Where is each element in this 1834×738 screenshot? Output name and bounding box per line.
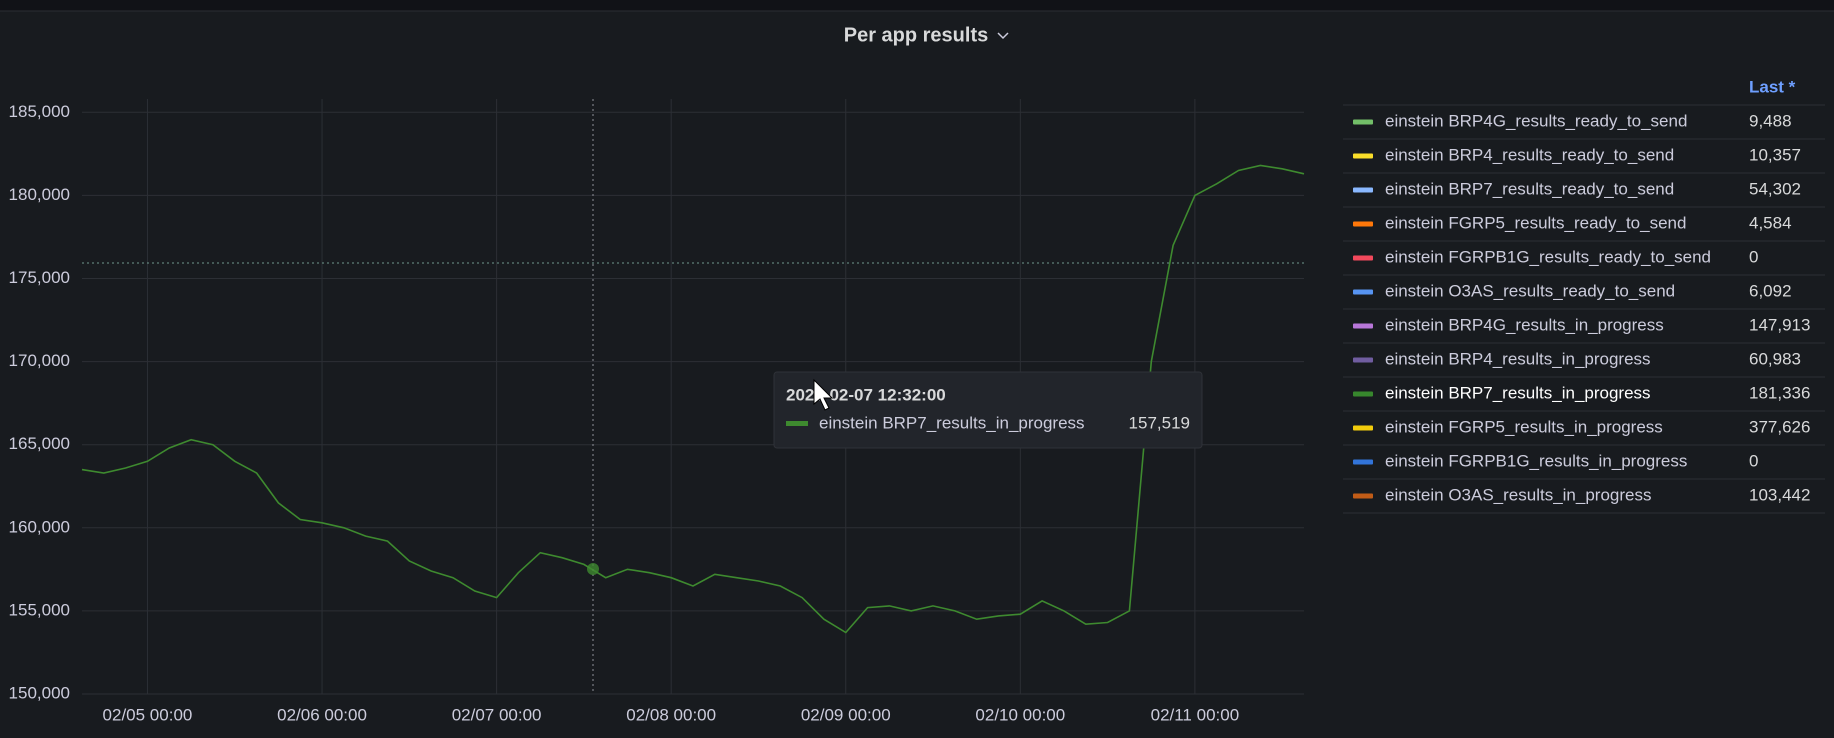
cursor — [813, 378, 834, 411]
legend-swatch — [1353, 289, 1373, 295]
legend-swatch — [1353, 119, 1373, 125]
x-tick-label: 02/06 00:00 — [277, 705, 367, 724]
legend-last: 181,336 — [1749, 383, 1810, 402]
x-tick-label: 02/09 00:00 — [801, 705, 891, 724]
tooltip-value: 157,519 — [1129, 413, 1190, 432]
legend-last: 54,302 — [1749, 179, 1801, 198]
legend-name[interactable]: einstein FGRPB1G_results_in_progress — [1385, 451, 1687, 470]
legend-name[interactable]: einstein FGRP5_results_ready_to_send — [1385, 213, 1686, 232]
legend-name[interactable]: einstein FGRPB1G_results_ready_to_send — [1385, 247, 1711, 266]
legend-name[interactable]: einstein BRP7_results_in_progress — [1385, 383, 1651, 402]
legend-swatch — [1353, 323, 1373, 329]
legend-name[interactable]: einstein BRP4_results_in_progress — [1385, 349, 1651, 368]
legend-last: 9,488 — [1749, 111, 1792, 130]
y-tick-label: 180,000 — [9, 185, 70, 204]
y-tick-label: 150,000 — [9, 683, 70, 702]
legend-name[interactable]: einstein BRP4_results_ready_to_send — [1385, 145, 1674, 164]
legend-last: 377,626 — [1749, 417, 1810, 436]
legend-swatch — [1353, 425, 1373, 431]
legend-last: 10,357 — [1749, 145, 1801, 164]
legend-swatch — [1353, 357, 1373, 363]
y-tick-label: 185,000 — [9, 102, 70, 121]
series-line — [81, 164, 1305, 634]
legend-name[interactable]: einstein O3AS_results_ready_to_send — [1385, 281, 1675, 300]
legend-name[interactable]: einstein FGRP5_results_in_progress — [1385, 417, 1663, 436]
top-strip — [0, 0, 1834, 11]
x-tick-label: 02/10 00:00 — [975, 705, 1065, 724]
legend-last: 147,913 — [1749, 315, 1810, 334]
legend-swatch — [1353, 221, 1373, 227]
y-tick-label: 165,000 — [9, 434, 70, 453]
legend-swatch — [1353, 187, 1373, 193]
legend-swatch — [1353, 493, 1373, 499]
legend-name[interactable]: einstein O3AS_results_in_progress — [1385, 485, 1651, 504]
legend-name[interactable]: einstein BRP7_results_ready_to_send — [1385, 179, 1674, 198]
legend-last: 103,442 — [1749, 485, 1810, 504]
legend-last: 60,983 — [1749, 349, 1801, 368]
legend-name[interactable]: einstein BRP4G_results_in_progress — [1385, 315, 1664, 334]
y-tick-label: 155,000 — [9, 600, 70, 619]
tooltip-box — [773, 371, 1203, 449]
legend-last: 0 — [1749, 247, 1758, 266]
legend-last: 0 — [1749, 451, 1758, 470]
legend-swatch — [1353, 255, 1373, 261]
legend-swatch — [1353, 153, 1373, 159]
legend-swatch — [1353, 391, 1373, 397]
hover-point — [587, 563, 599, 576]
y-tick-label: 175,000 — [9, 268, 70, 287]
legend-name[interactable]: einstein BRP4G_results_ready_to_send — [1385, 111, 1687, 130]
tooltip-swatch — [786, 421, 808, 426]
legend-last: 4,584 — [1749, 213, 1792, 232]
tooltip-time: 2023-02-07 12:32:00 — [786, 385, 946, 404]
x-tick-label: 02/08 00:00 — [626, 705, 716, 724]
title-chevron[interactable] — [997, 32, 1009, 40]
y-tick-label: 160,000 — [9, 517, 70, 536]
tooltip-series: einstein BRP7_results_in_progress — [819, 413, 1085, 432]
y-tick-label: 170,000 — [9, 351, 70, 370]
legend-header[interactable]: Last * — [1749, 77, 1796, 96]
legend-last: 6,092 — [1749, 281, 1792, 300]
panel-title[interactable]: Per app results — [844, 24, 989, 46]
x-tick-label: 02/05 00:00 — [103, 705, 193, 724]
x-tick-label: 02/11 00:00 — [1151, 705, 1240, 724]
x-tick-label: 02/07 00:00 — [452, 705, 542, 724]
legend-swatch — [1353, 459, 1373, 465]
